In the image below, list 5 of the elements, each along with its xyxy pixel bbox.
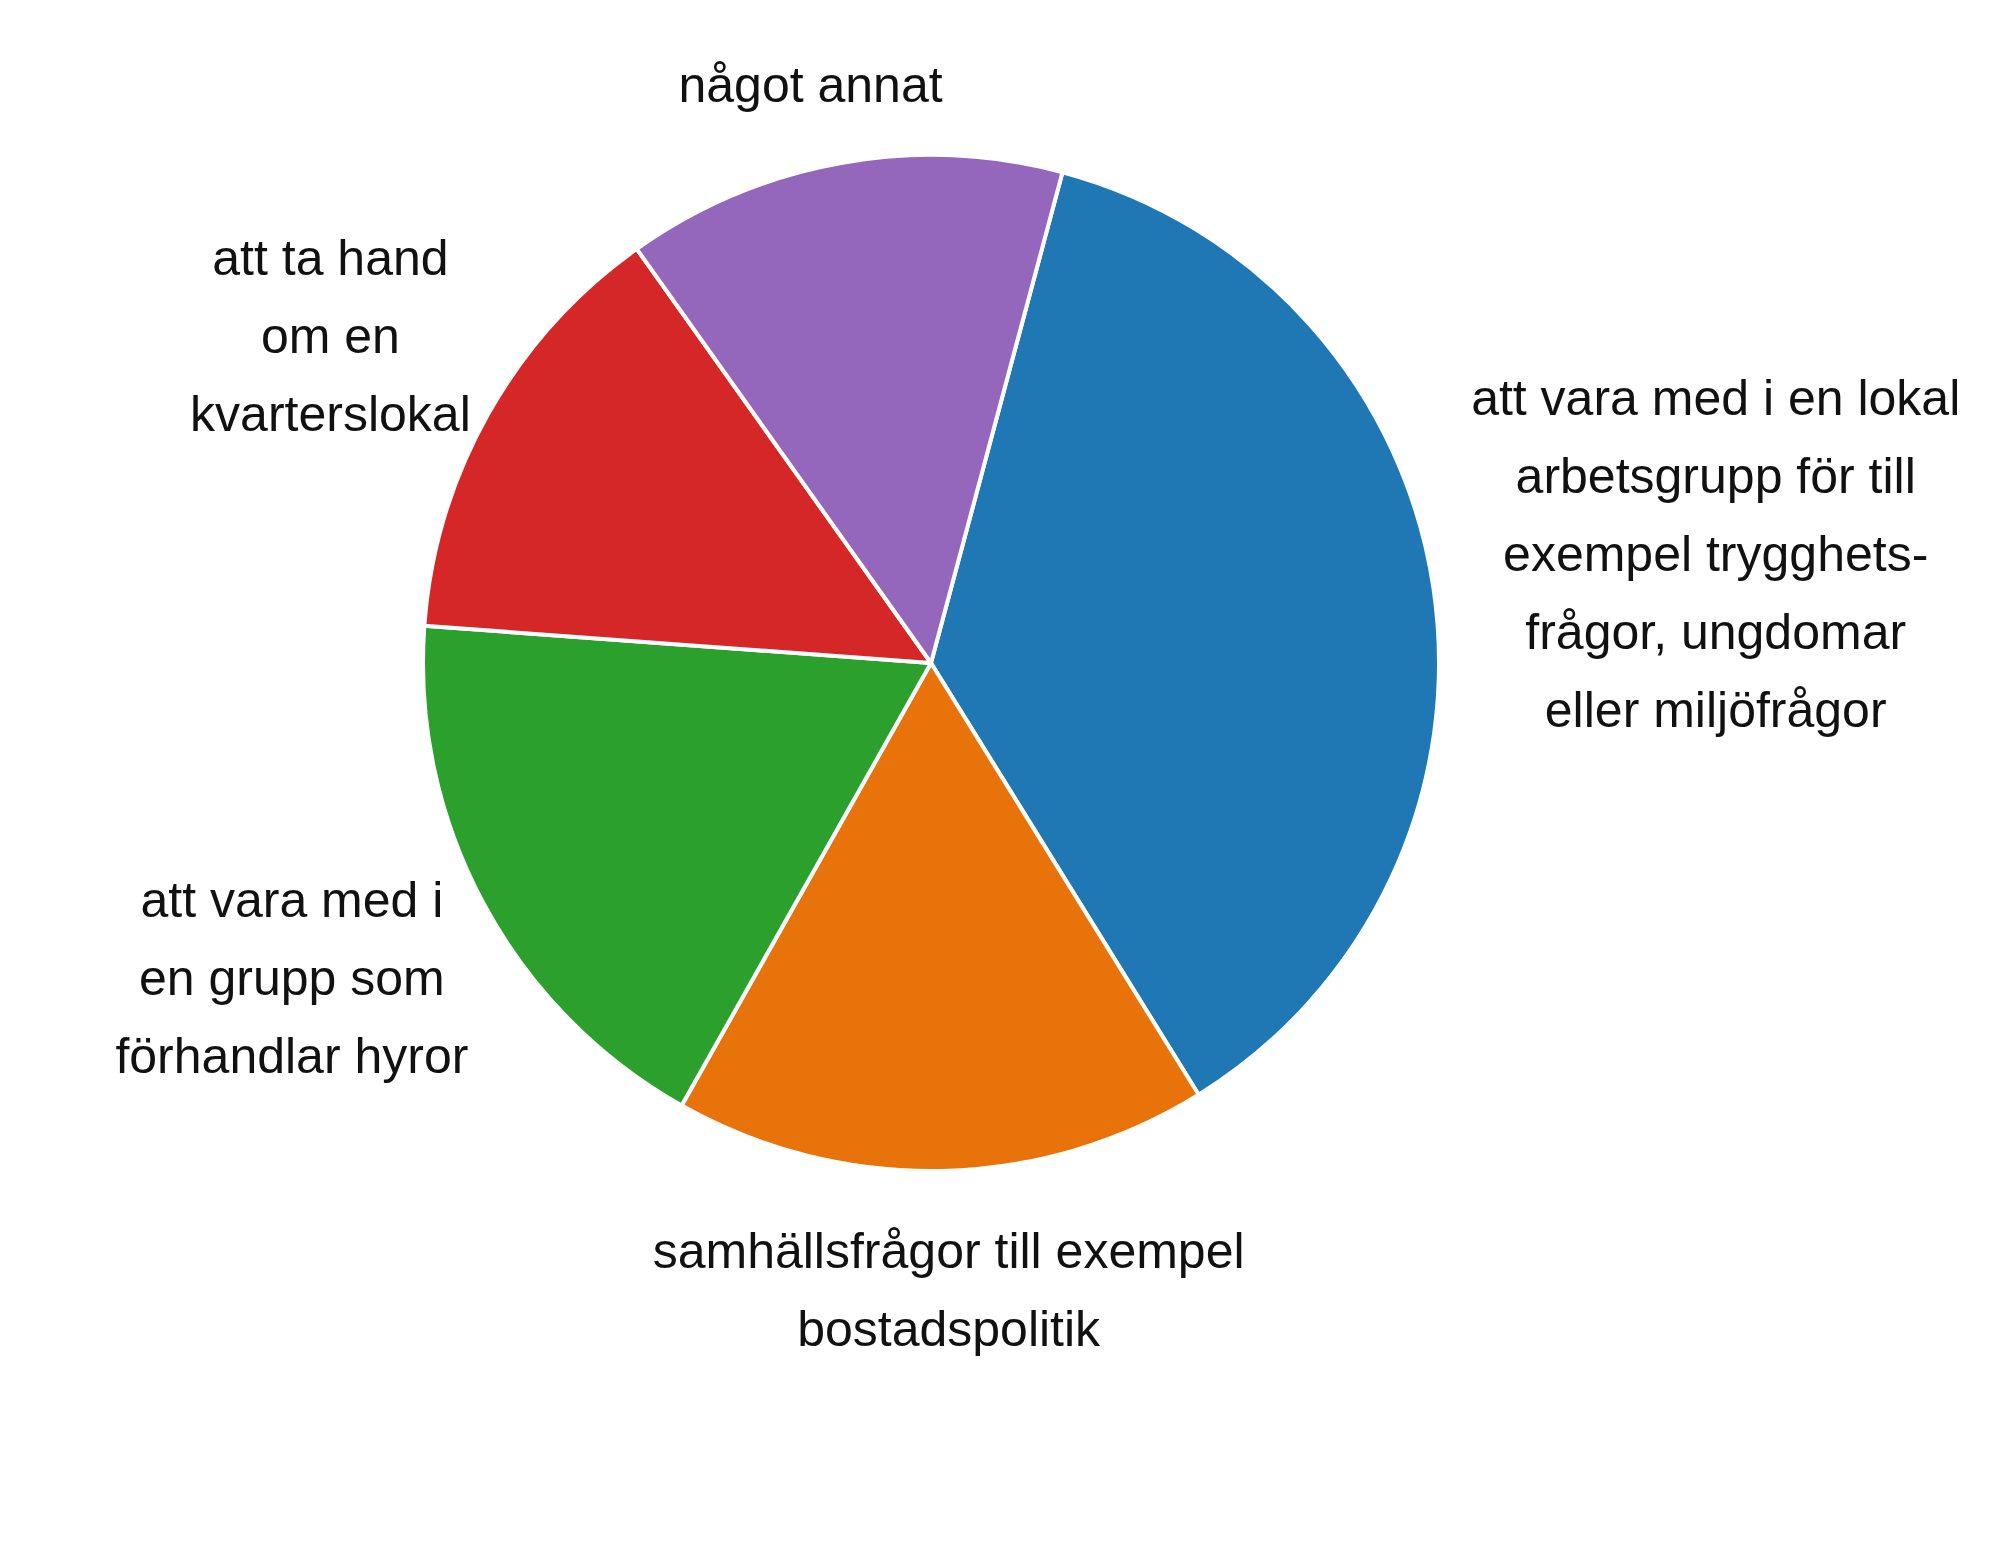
slice-label: att ta hand om en kvarterslokal: [190, 229, 471, 445]
slice-label: att vara med i en lokal arbetsgrupp för till exempel trygghets- frågor, ungdomar eller miljöfrågor: [1471, 369, 1961, 741]
slice-label: att vara med i en grupp som förhandlar hyror: [115, 870, 469, 1086]
slice-label: samhällsfrågor till exempel bostadspolitik: [652, 1221, 1245, 1359]
slice-label: något annat: [678, 55, 943, 115]
